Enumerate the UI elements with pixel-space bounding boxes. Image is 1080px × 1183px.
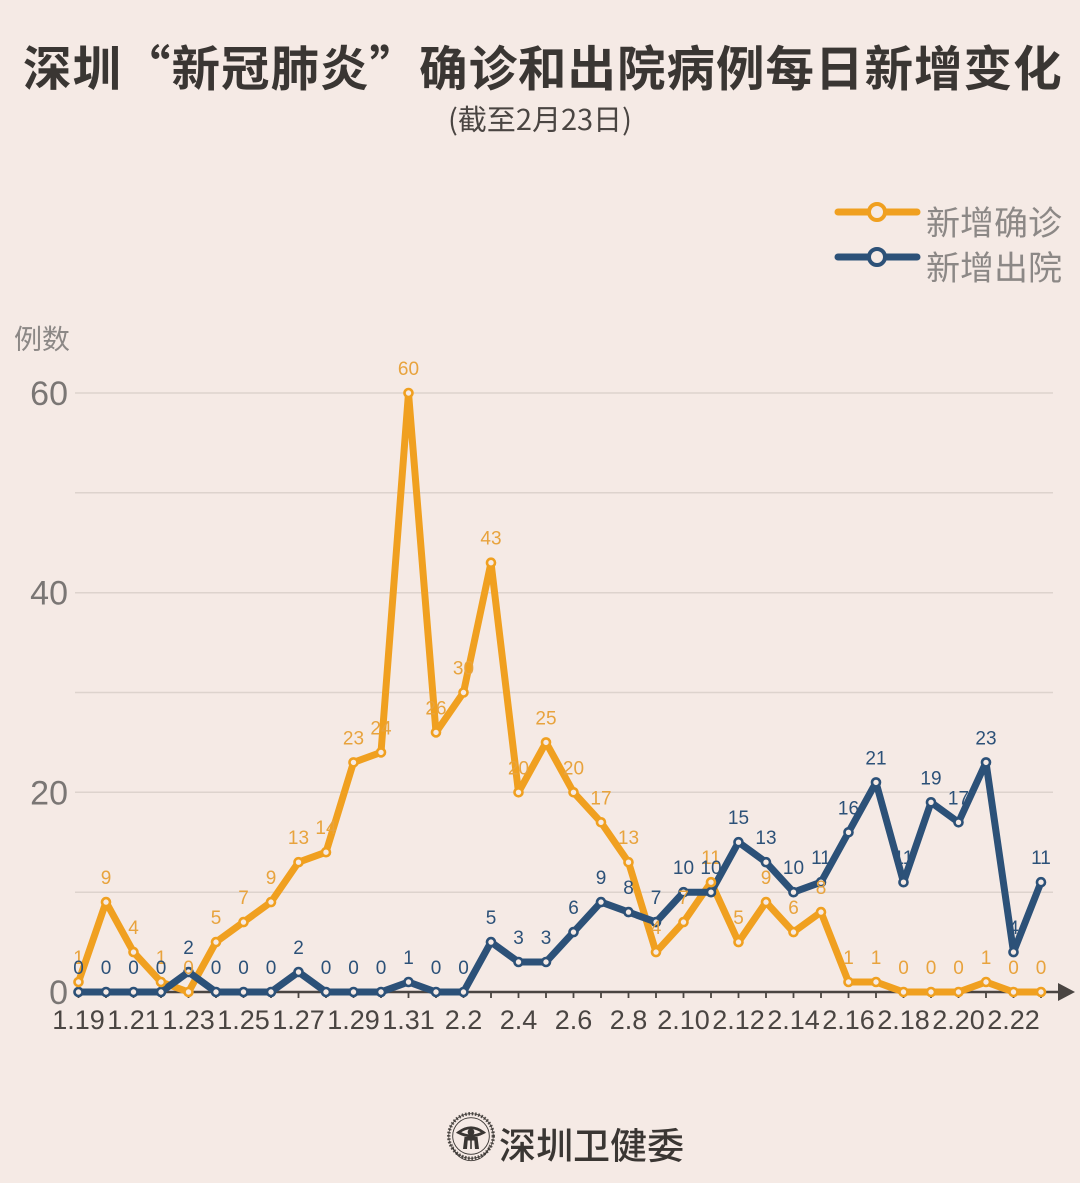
svg-text:14: 14 — [315, 818, 337, 839]
svg-text:0: 0 — [183, 958, 194, 979]
svg-text:40: 40 — [30, 575, 68, 613]
svg-text:7: 7 — [238, 888, 249, 909]
svg-text:6: 6 — [788, 898, 799, 919]
svg-text:21: 21 — [865, 748, 886, 769]
svg-text:0: 0 — [238, 958, 249, 979]
svg-text:1.23: 1.23 — [162, 1005, 215, 1035]
svg-text:10: 10 — [700, 858, 721, 879]
svg-text:0: 0 — [73, 958, 84, 979]
svg-text:2: 2 — [183, 938, 194, 959]
svg-text:0: 0 — [348, 958, 359, 979]
svg-text:0: 0 — [1008, 958, 1019, 979]
svg-text:4: 4 — [1008, 918, 1019, 939]
svg-text:13: 13 — [288, 828, 309, 849]
svg-text:0: 0 — [266, 958, 277, 979]
svg-text:2.4: 2.4 — [500, 1005, 538, 1035]
svg-text:60: 60 — [30, 375, 68, 413]
svg-text:0: 0 — [211, 958, 222, 979]
svg-text:26: 26 — [425, 698, 446, 719]
svg-text:10: 10 — [673, 858, 694, 879]
svg-text:9: 9 — [596, 868, 607, 889]
svg-text:2.12: 2.12 — [712, 1005, 765, 1035]
svg-text:0: 0 — [321, 958, 332, 979]
svg-text:1.31: 1.31 — [382, 1005, 435, 1035]
svg-text:1: 1 — [843, 948, 854, 969]
svg-text:1.25: 1.25 — [217, 1005, 270, 1035]
svg-text:6: 6 — [568, 898, 579, 919]
svg-text:4: 4 — [651, 918, 662, 939]
svg-text:2.16: 2.16 — [822, 1005, 875, 1035]
svg-text:9: 9 — [101, 868, 112, 889]
svg-text:9: 9 — [761, 868, 772, 889]
svg-text:3: 3 — [541, 928, 552, 949]
svg-text:0: 0 — [128, 958, 139, 979]
svg-text:5: 5 — [733, 908, 744, 929]
svg-text:17: 17 — [590, 788, 611, 809]
svg-text:11: 11 — [894, 848, 914, 869]
svg-text:2.14: 2.14 — [767, 1005, 820, 1035]
svg-text:16: 16 — [838, 798, 859, 819]
svg-text:1: 1 — [981, 948, 992, 969]
svg-text:1.21: 1.21 — [107, 1005, 160, 1035]
svg-text:2.6: 2.6 — [555, 1005, 593, 1035]
svg-text:20: 20 — [30, 774, 68, 812]
svg-text:1.19: 1.19 — [52, 1005, 105, 1035]
svg-text:20: 20 — [508, 758, 529, 779]
svg-text:2.8: 2.8 — [610, 1005, 648, 1035]
svg-text:4: 4 — [128, 918, 139, 939]
svg-text:23: 23 — [975, 728, 996, 749]
svg-text:15: 15 — [728, 808, 749, 829]
svg-text:0: 0 — [101, 958, 112, 979]
svg-text:0: 0 — [926, 958, 937, 979]
svg-text:43: 43 — [480, 529, 501, 550]
svg-text:2.18: 2.18 — [877, 1005, 930, 1035]
svg-text:0: 0 — [898, 958, 909, 979]
svg-text:5: 5 — [211, 908, 222, 929]
svg-text:60: 60 — [398, 359, 419, 380]
svg-text:20: 20 — [563, 758, 584, 779]
svg-text:17: 17 — [948, 788, 969, 809]
svg-text:25: 25 — [535, 708, 556, 729]
svg-text:1.29: 1.29 — [327, 1005, 380, 1035]
svg-text:30: 30 — [453, 659, 474, 680]
svg-text:10: 10 — [783, 858, 804, 879]
svg-text:19: 19 — [920, 768, 941, 789]
svg-text:23: 23 — [343, 728, 364, 749]
svg-text:2.20: 2.20 — [932, 1005, 985, 1035]
svg-text:5: 5 — [486, 908, 497, 929]
svg-text:2.22: 2.22 — [987, 1005, 1040, 1035]
svg-text:8: 8 — [623, 878, 634, 899]
svg-text:9: 9 — [266, 868, 277, 889]
svg-text:2: 2 — [293, 938, 304, 959]
svg-text:3: 3 — [513, 928, 524, 949]
svg-text:2.2: 2.2 — [445, 1005, 483, 1035]
svg-text:0: 0 — [376, 958, 387, 979]
svg-text:13: 13 — [618, 828, 639, 849]
svg-text:8: 8 — [816, 878, 827, 899]
svg-text:2.10: 2.10 — [657, 1005, 710, 1035]
svg-text:11: 11 — [811, 848, 831, 869]
svg-text:24: 24 — [370, 718, 392, 739]
svg-text:0: 0 — [458, 958, 469, 979]
svg-text:11: 11 — [1031, 848, 1051, 869]
svg-text:0: 0 — [431, 958, 442, 979]
svg-text:0: 0 — [953, 958, 964, 979]
svg-text:1: 1 — [403, 948, 414, 969]
svg-text:7: 7 — [678, 888, 689, 909]
svg-text:1.27: 1.27 — [272, 1005, 325, 1035]
svg-text:1: 1 — [871, 948, 882, 969]
svg-text:13: 13 — [755, 828, 776, 849]
svg-text:0: 0 — [1036, 958, 1047, 979]
svg-text:7: 7 — [651, 888, 662, 909]
svg-text:0: 0 — [156, 958, 167, 979]
